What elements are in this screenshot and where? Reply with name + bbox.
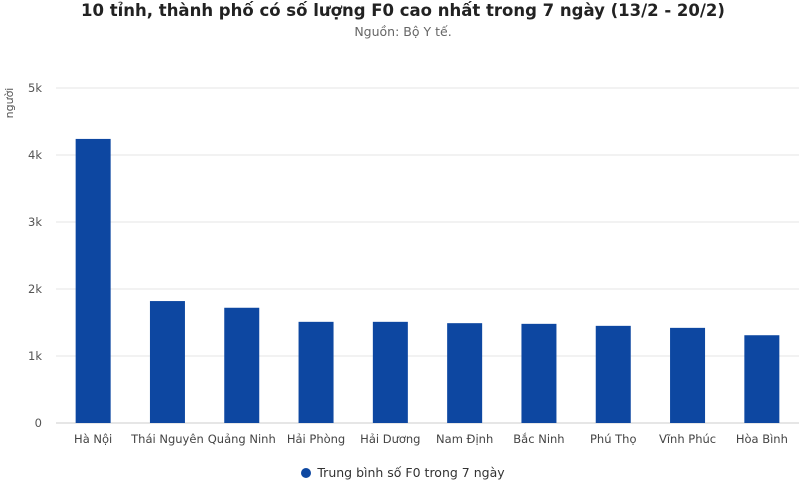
x-tick-label: Thái Nguyên [130, 432, 204, 446]
y-tick-label: 2k [28, 282, 42, 296]
y-tick-label: 5k [28, 81, 42, 95]
y-tick-label: 0 [35, 416, 42, 430]
chart-title: 10 tỉnh, thành phố có số lượng F0 cao nh… [81, 1, 725, 20]
y-axis-label: người [3, 88, 16, 119]
bar [744, 335, 780, 423]
bar [595, 325, 631, 423]
bar [75, 138, 111, 424]
x-tick-label: Bắc Ninh [513, 432, 564, 446]
bar [521, 323, 557, 423]
bar [447, 323, 483, 423]
x-tick-label: Nam Định [436, 432, 493, 446]
legend-label: Trung bình số F0 trong 7 ngày [317, 465, 505, 480]
bar [670, 327, 706, 423]
x-tick-label: Hòa Bình [736, 432, 788, 446]
y-tick-label: 1k [28, 349, 42, 363]
x-tick-label: Hải Phòng [287, 432, 345, 446]
x-tick-label: Vĩnh Phúc [659, 432, 716, 446]
legend-marker [301, 468, 312, 478]
bar [372, 321, 408, 423]
x-tick-label: Phú Thọ [590, 432, 637, 446]
x-tick-label: Quảng Ninh [208, 432, 276, 446]
x-tick-label: Hải Dương [360, 432, 420, 446]
bar [298, 321, 334, 423]
x-tick-label: Hà Nội [74, 432, 112, 446]
y-tick-label: 4k [28, 148, 42, 162]
chart-subtitle: Nguồn: Bộ Y tế. [354, 24, 452, 39]
bar [149, 301, 185, 423]
bar [224, 307, 260, 423]
y-tick-label: 3k [28, 215, 42, 229]
legend[interactable]: Trung bình số F0 trong 7 ngày [0, 465, 806, 480]
